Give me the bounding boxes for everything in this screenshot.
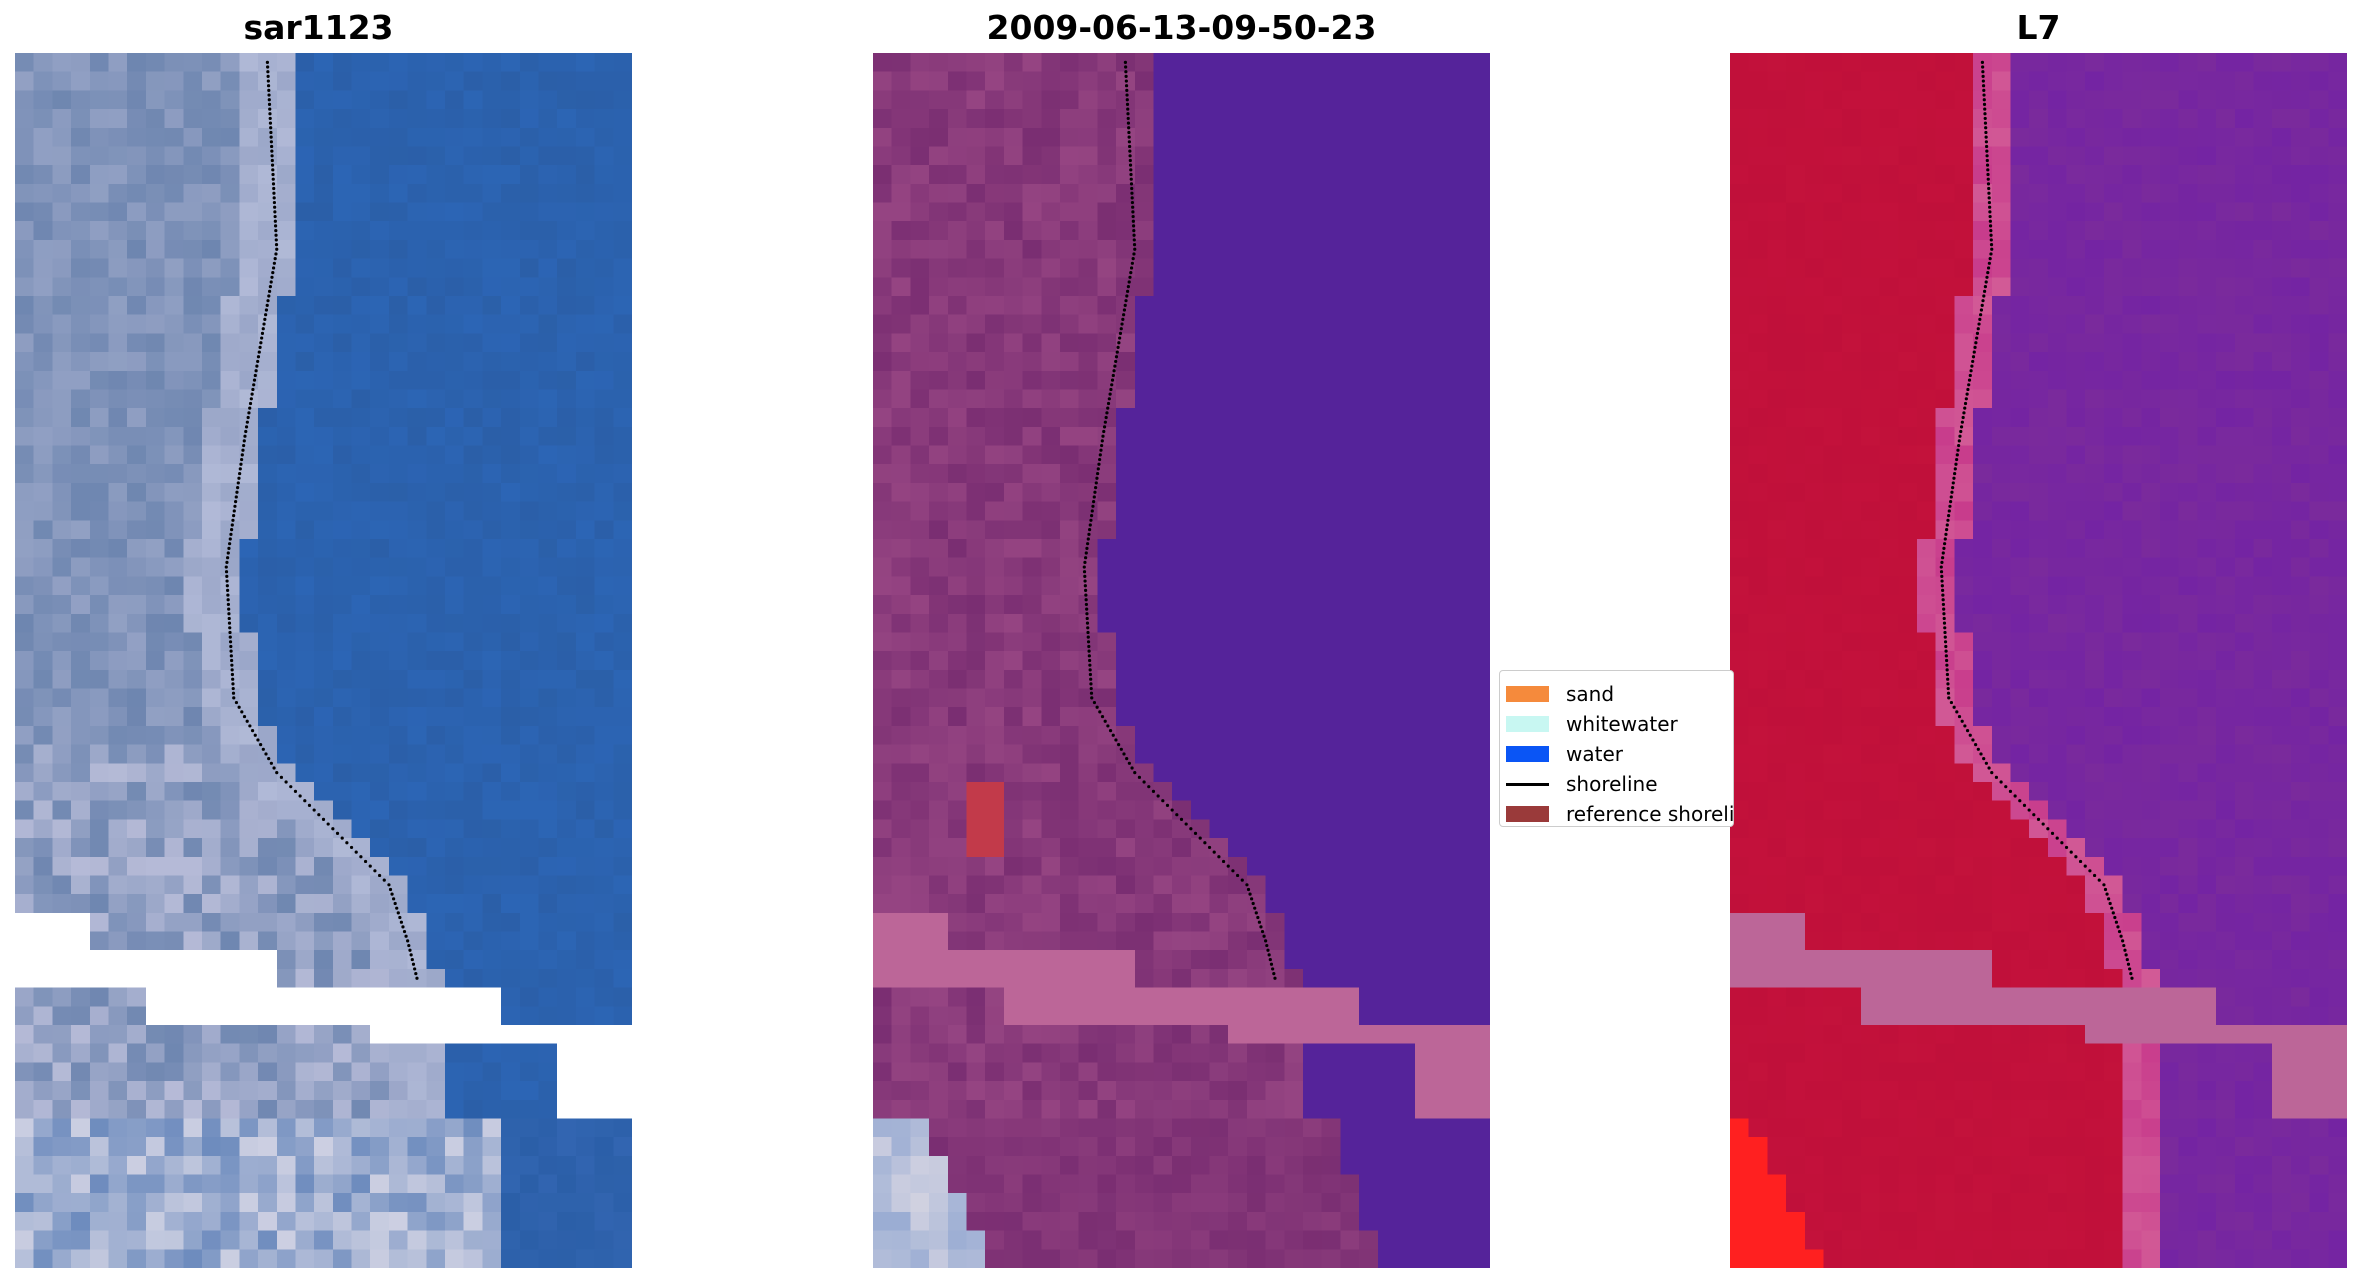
reference-shoreline-swatch bbox=[1506, 806, 1549, 822]
water-index-image bbox=[1730, 53, 2347, 1268]
panel-title-rgb: sar1123 bbox=[243, 8, 394, 47]
rgb-satellite-image bbox=[15, 53, 632, 1268]
classified-image bbox=[873, 53, 1490, 1268]
whitewater-swatch bbox=[1506, 716, 1549, 732]
water-swatch bbox=[1506, 746, 1549, 762]
legend: sand whitewater water shoreline referenc… bbox=[1499, 670, 1734, 827]
panel-title-classification: 2009-06-13-09-50-23 bbox=[986, 8, 1377, 47]
panel-title-index: L7 bbox=[2016, 8, 2061, 47]
index-image-panel bbox=[1730, 53, 2347, 1268]
legend-item-sand: sand bbox=[1506, 679, 1733, 709]
legend-item-whitewater: whitewater bbox=[1506, 709, 1733, 739]
legend-item-shoreline: shoreline bbox=[1506, 769, 1733, 799]
shoreline-line-swatch bbox=[1506, 782, 1549, 786]
sand-swatch bbox=[1506, 686, 1549, 702]
classification-panel bbox=[873, 53, 1490, 1268]
legend-item-reference-shoreline: reference shoreline bbox=[1506, 799, 1733, 826]
rgb-image-panel bbox=[15, 53, 632, 1268]
legend-item-water: water bbox=[1506, 739, 1733, 769]
